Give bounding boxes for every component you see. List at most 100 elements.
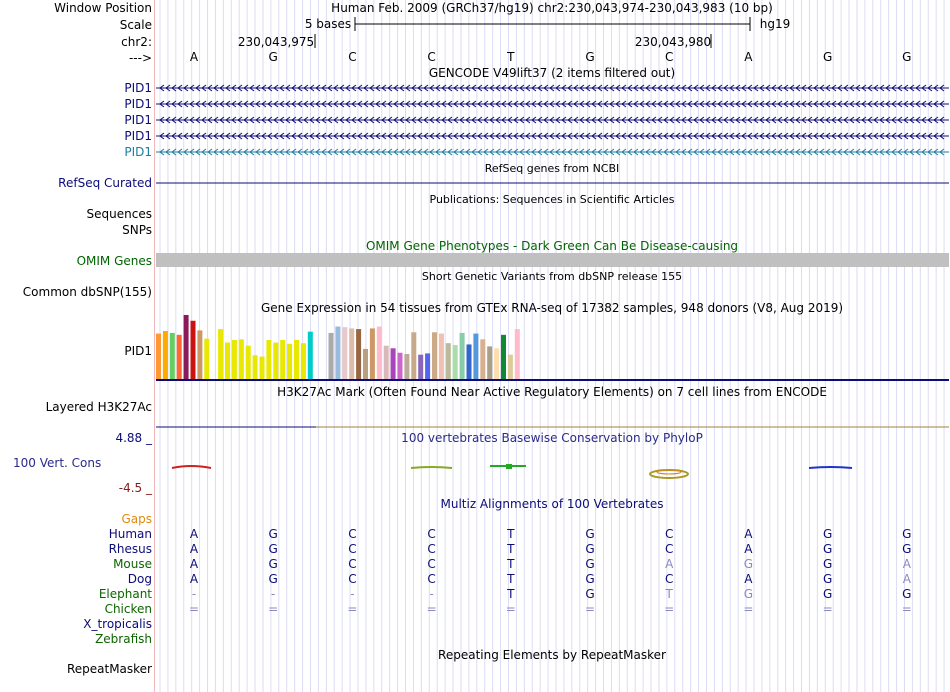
- gtex-tissue-bar: [501, 334, 506, 379]
- multiz-species-label[interactable]: Human: [108, 527, 152, 541]
- multiz-base: =: [188, 602, 200, 616]
- gtex-tissue-bar: [432, 332, 437, 379]
- strand-arrows: [159, 116, 945, 124]
- multiz-base: =: [584, 602, 596, 616]
- ruler-tick-left: [314, 34, 316, 48]
- gtex-tissue-bar: [162, 331, 168, 379]
- dbsnp-label[interactable]: Common dbSNP(155): [22, 285, 152, 299]
- repeatmasker-track-title: Repeating Elements by RepeatMasker: [438, 648, 666, 662]
- ruler-base: G: [902, 50, 912, 64]
- ruler-base: C: [664, 50, 674, 64]
- gtex-tissue-bar: [438, 333, 444, 379]
- multiz-base: G: [268, 527, 278, 541]
- ruler-base: G: [268, 50, 278, 64]
- multiz-species-label[interactable]: X_tropicalis: [83, 617, 152, 631]
- multiz-base: T: [507, 542, 515, 556]
- multiz-base: =: [664, 602, 675, 616]
- ruler-tick-right: [710, 34, 712, 48]
- multiz-species-label[interactable]: Dog: [127, 572, 152, 586]
- multiz-base: T: [665, 587, 673, 601]
- multiz-base: =: [822, 602, 833, 616]
- gtex-tissue-bar: [383, 345, 389, 379]
- gtex-tissue-bar: [404, 354, 410, 379]
- gtex-tissue-bar: [197, 330, 203, 379]
- multiz-gaps-label: Gaps: [121, 512, 152, 526]
- omim-label[interactable]: OMIM Genes: [76, 254, 152, 268]
- gtex-tissue-bar: [259, 356, 265, 379]
- gtex-tissue-bar: [287, 343, 293, 379]
- multiz-base: G: [268, 557, 278, 571]
- refseq-gene-line[interactable]: [156, 182, 949, 184]
- ruler-base: G: [585, 50, 595, 64]
- gencode-transcript-label[interactable]: PID1: [124, 113, 152, 127]
- publications-label[interactable]: Sequences: [86, 207, 152, 221]
- gtex-bar-chart[interactable]: [156, 315, 949, 382]
- window-position-label: Window Position: [54, 1, 152, 15]
- gtex-tissue-bar: [204, 338, 210, 379]
- multiz-base: -: [350, 587, 355, 601]
- snps-label[interactable]: SNPs: [122, 223, 152, 237]
- multiz-base: G: [585, 587, 595, 601]
- multiz-base: C: [427, 557, 436, 571]
- multiz-base: G: [902, 587, 912, 601]
- multiz-base: =: [347, 602, 358, 616]
- gencode-transcript-line[interactable]: [156, 99, 949, 109]
- ruler-base: T: [507, 50, 515, 64]
- multiz-species-label[interactable]: Chicken: [104, 602, 152, 616]
- multiz-base: C: [427, 527, 436, 541]
- ruler-position-left: 230,043,975: [237, 35, 315, 49]
- phylop-min-label: -4.5 _: [118, 481, 152, 495]
- multiz-base: A: [744, 542, 753, 556]
- multiz-species-label[interactable]: Mouse: [113, 557, 152, 571]
- strand-arrows: [159, 148, 945, 156]
- multiz-base: T: [507, 572, 515, 586]
- strand-arrows: [159, 100, 945, 108]
- gtex-tissue-bar: [294, 339, 299, 379]
- ruler-position-right: 230,043,980: [634, 35, 712, 49]
- gtex-tissue-bar: [300, 343, 306, 379]
- multiz-base: A: [902, 572, 911, 586]
- h3k27ac-label[interactable]: Layered H3K27Ac: [45, 400, 152, 414]
- gtex-tissue-bar: [473, 333, 479, 379]
- gencode-transcript-label[interactable]: PID1: [124, 129, 152, 143]
- gtex-label[interactable]: PID1: [124, 344, 152, 358]
- gtex-tissue-bar: [376, 326, 382, 379]
- gencode-transcript-label[interactable]: PID1: [124, 145, 152, 159]
- gencode-transcript-label[interactable]: PID1: [124, 97, 152, 111]
- gtex-tissue-bar: [487, 346, 493, 379]
- multiz-base: T: [507, 527, 515, 541]
- gtex-tissue-bar: [356, 329, 362, 379]
- multiz-base: C: [427, 572, 436, 586]
- multiz-base: T: [507, 587, 515, 601]
- strand-arrows: [159, 84, 945, 92]
- multiz-base: G: [743, 557, 754, 571]
- gencode-transcript-line[interactable]: [156, 115, 949, 125]
- multiz-base: G: [585, 572, 595, 586]
- gencode-transcript-line[interactable]: [156, 83, 949, 93]
- phylop-track-title: 100 vertebrates Basewise Conservation by…: [401, 431, 703, 445]
- repeatmasker-label[interactable]: RepeatMasker: [66, 662, 152, 676]
- multiz-base: A: [902, 557, 911, 571]
- refseq-label[interactable]: RefSeq Curated: [58, 176, 152, 190]
- omim-gene-bar[interactable]: [156, 253, 949, 267]
- multiz-track-title: Multiz Alignments of 100 Vertebrates: [440, 497, 664, 511]
- multiz-base: A: [665, 557, 674, 571]
- gencode-transcript-label[interactable]: PID1: [124, 81, 152, 95]
- multiz-base: G: [743, 587, 754, 601]
- scale-bar: [354, 17, 751, 31]
- window-position-text: Human Feb. 2009 (GRCh37/hg19) chr2:230,0…: [331, 1, 773, 15]
- gtex-tissue-bar: [411, 332, 417, 379]
- multiz-base: C: [348, 542, 357, 556]
- scale-assembly: hg19: [759, 17, 791, 31]
- multiz-species-label[interactable]: Rhesus: [108, 542, 152, 556]
- h3k27ac-signal-line: [156, 426, 949, 428]
- multiz-species-label[interactable]: Zebrafish: [95, 632, 152, 646]
- multiz-base: =: [268, 602, 279, 616]
- multiz-base: G: [585, 557, 595, 571]
- gencode-transcript-line[interactable]: [156, 147, 949, 157]
- multiz-species-label[interactable]: Elephant: [98, 587, 152, 601]
- ruler-base: G: [822, 50, 833, 64]
- gencode-transcript-line[interactable]: [156, 131, 949, 141]
- phylop-label[interactable]: 100 Vert. Cons: [13, 456, 102, 470]
